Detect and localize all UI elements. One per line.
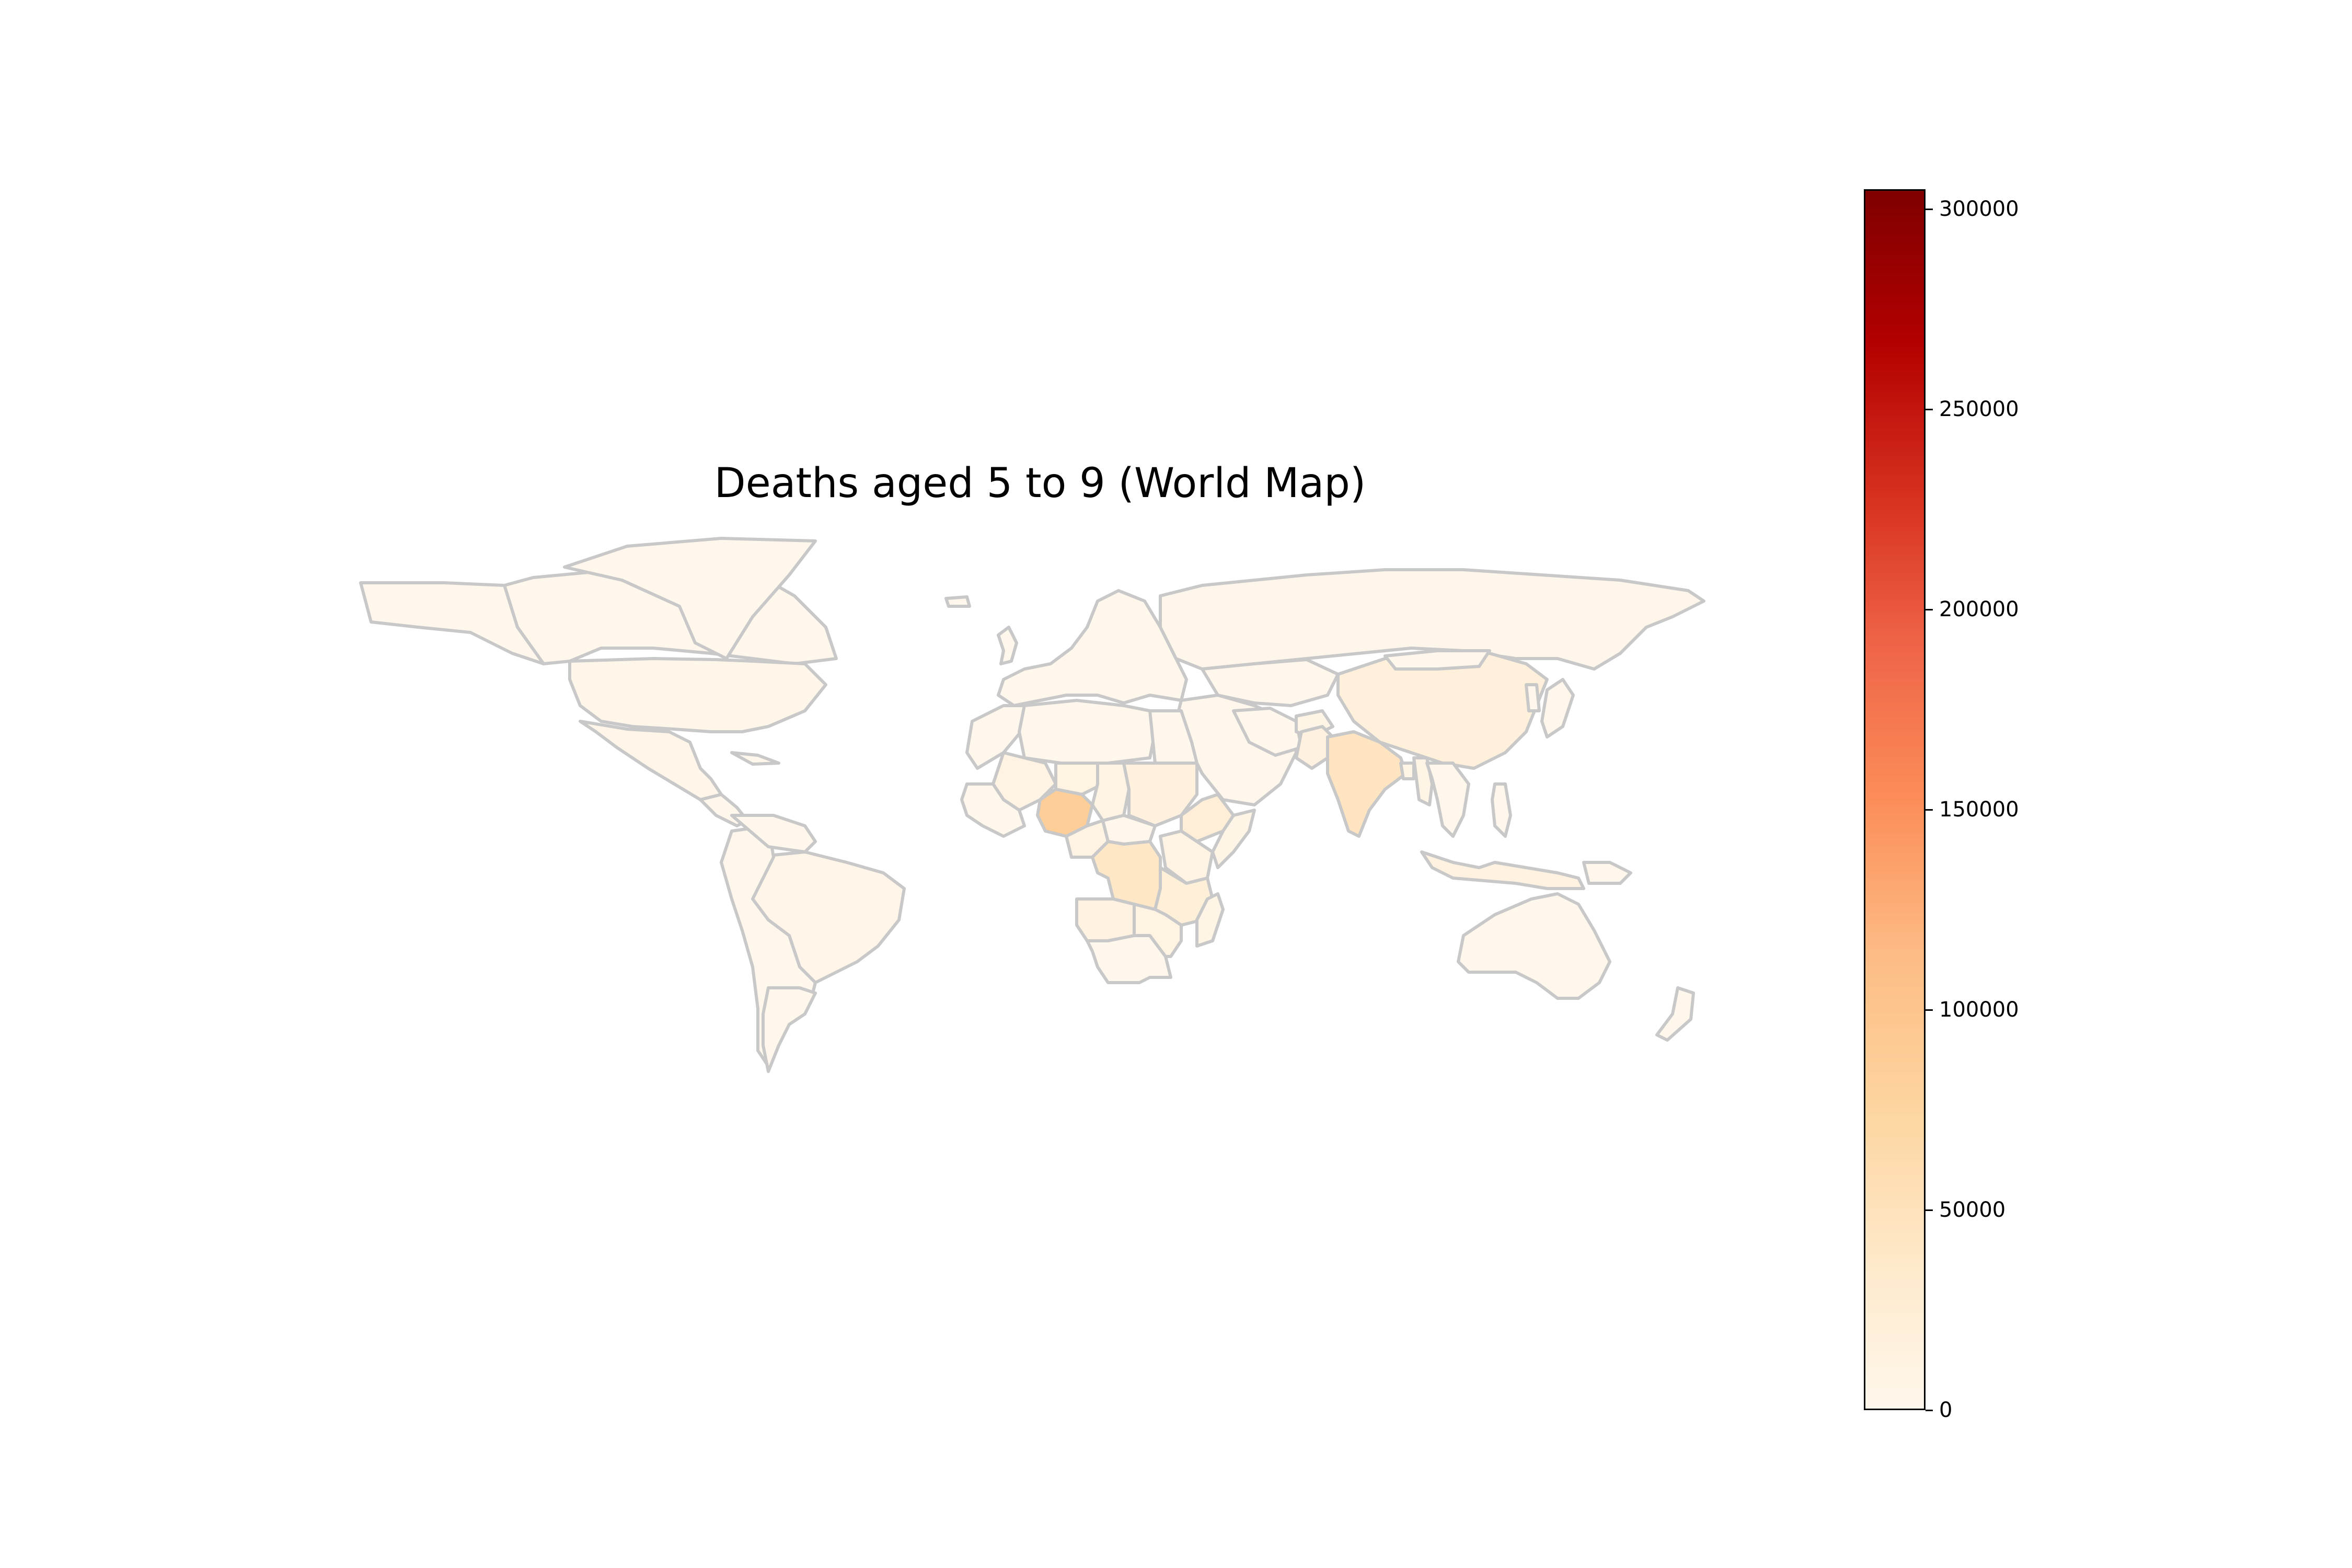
region-venezuela <box>730 814 817 854</box>
region-southeast-asia <box>1425 762 1470 838</box>
colorbar-tick-label: 0 <box>1939 1398 1953 1422</box>
region-japan <box>1540 678 1575 739</box>
region-korea <box>1525 683 1541 712</box>
region-australia <box>1457 892 1611 1000</box>
map-title: Deaths aged 5 to 9 (World Map) <box>714 460 1366 507</box>
colorbar-tick <box>1926 608 1933 610</box>
region-mexico <box>579 720 723 801</box>
region-united-states <box>568 657 827 733</box>
region-uk <box>997 626 1018 665</box>
region-southern-africa <box>1086 934 1172 984</box>
colorbar-tick-label: 100000 <box>1939 998 2019 1022</box>
region-europe <box>997 589 1188 707</box>
region-west-africa <box>960 782 1026 838</box>
colorbar-tick-label: 200000 <box>1939 597 2019 622</box>
colorbar-tick-label: 250000 <box>1939 397 2019 422</box>
region-chad <box>1091 762 1131 822</box>
colorbar-tick <box>1926 1009 1933 1011</box>
region-egypt <box>1148 709 1198 765</box>
region-philippines <box>1491 782 1512 838</box>
region-mongolia <box>1383 649 1491 671</box>
colorbar-tick-label: 300000 <box>1939 197 2019 222</box>
region-niger <box>1054 762 1104 796</box>
region-angola <box>1075 897 1136 942</box>
colorbar-tick <box>1926 809 1933 811</box>
region-new-zealand <box>1655 986 1695 1042</box>
region-bangladesh <box>1399 762 1415 780</box>
colorbar-tick-label: 50000 <box>1939 1198 2006 1223</box>
region-tanzania <box>1154 866 1214 927</box>
colorbar-tick <box>1926 208 1933 210</box>
colorbar-tick <box>1926 1209 1933 1211</box>
region-alaska <box>359 581 545 665</box>
region-indonesia <box>1420 850 1585 890</box>
region-papua-new-guinea <box>1582 861 1632 885</box>
colorbar <box>1864 189 1926 1410</box>
region-india <box>1326 730 1408 838</box>
region-greenland <box>563 537 817 660</box>
region-mozambique-zambia <box>1133 903 1183 958</box>
region-iceland <box>944 595 971 608</box>
region-morocco-sahara <box>965 704 1031 770</box>
region-madagascar <box>1195 892 1225 948</box>
colorbar-tick <box>1926 408 1933 410</box>
region-kenya-uganda <box>1159 829 1214 885</box>
region-cuba <box>730 751 780 766</box>
colorbar-tick-label: 150000 <box>1939 798 2019 822</box>
region-argentina <box>762 986 817 1073</box>
colorbar-tick <box>1926 1409 1933 1411</box>
region-algeria-libya <box>1018 699 1157 765</box>
